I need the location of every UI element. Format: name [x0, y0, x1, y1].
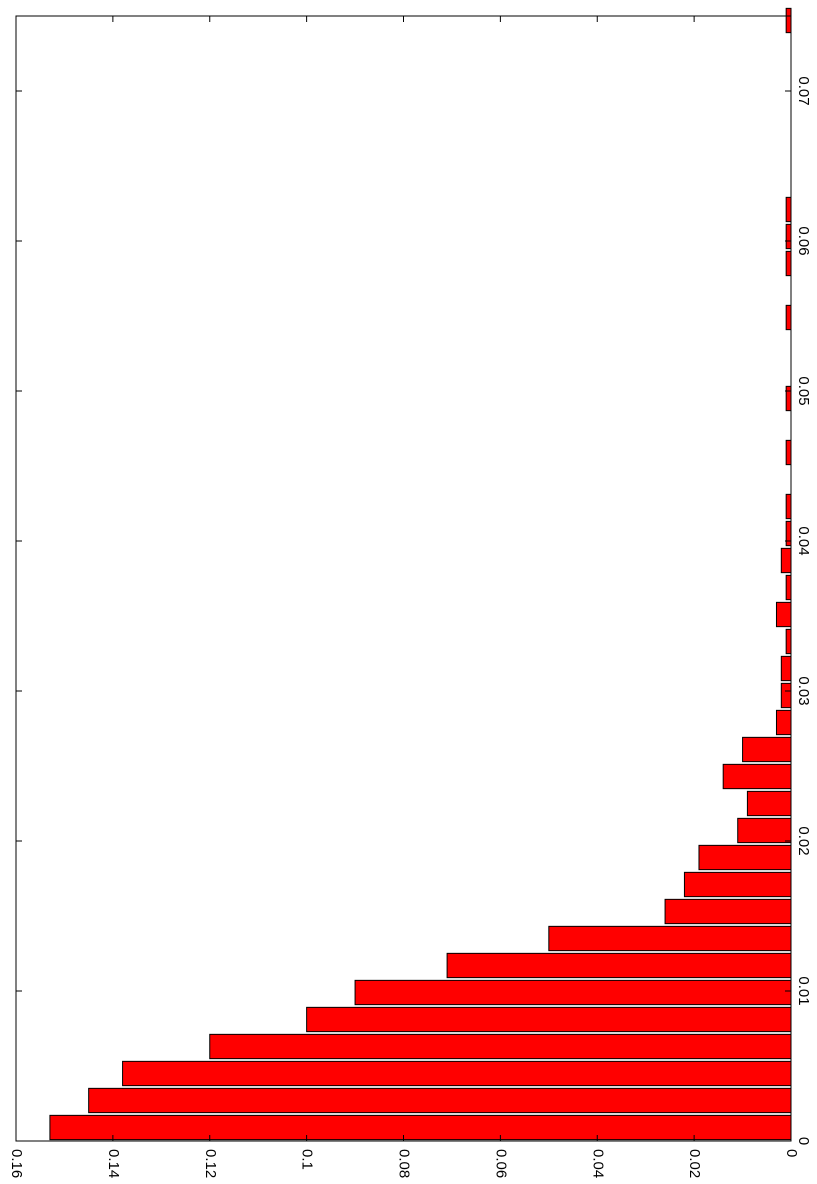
histogram-bar	[354, 979, 792, 1006]
histogram-bar	[306, 1006, 792, 1033]
y-tick-label: 0.14	[105, 1149, 122, 1178]
histogram-bar	[785, 439, 792, 466]
histogram-bar	[785, 250, 792, 277]
y-tick-label: 0.16	[8, 1149, 25, 1178]
histogram-bar	[548, 925, 792, 952]
histogram-bar	[88, 1087, 792, 1114]
histogram-bar	[683, 871, 792, 898]
x-tick-label: 0.07	[795, 76, 812, 105]
x-tick-label: 0.06	[795, 226, 812, 255]
y-axis-ticks: 0 0.02 0.04 0.06 0.08 0.1 0.12 0.14 0.16	[8, 16, 800, 1178]
histogram-bar	[775, 709, 792, 736]
x-axis-ticks: 0 0.01 0.02 0.03 0.04 0.05 0.06 0.07	[16, 76, 812, 1145]
histogram-bar	[722, 763, 792, 790]
histogram-bar	[698, 844, 792, 871]
histogram-bar	[209, 1033, 792, 1060]
histogram-bar	[49, 1114, 792, 1141]
histogram-bar	[785, 304, 792, 331]
x-tick-label: 0.02	[795, 826, 812, 855]
x-tick-label: 0.05	[795, 376, 812, 405]
y-tick-label: 0.12	[202, 1149, 219, 1178]
x-tick-label: 0.03	[795, 676, 812, 705]
histogram-bar	[785, 520, 792, 547]
x-tick-label: 0.01	[795, 976, 812, 1005]
histogram-bar	[785, 385, 792, 412]
histogram-bar	[664, 898, 792, 925]
histogram-bar	[785, 7, 792, 34]
histogram-bar	[122, 1060, 792, 1087]
histogram-bar	[780, 547, 792, 574]
y-tick-label: 0.08	[396, 1149, 413, 1178]
histogram-bar	[746, 790, 792, 817]
histogram-bar	[785, 493, 792, 520]
histogram-bar	[780, 682, 792, 709]
y-tick-label: 0	[783, 1149, 800, 1157]
histogram-bar	[446, 952, 792, 979]
histogram-bar	[742, 736, 792, 763]
histogram-bar	[737, 817, 792, 844]
x-tick-label: 0.04	[795, 526, 812, 555]
bars-layer	[49, 7, 792, 1141]
histogram-bar	[785, 223, 792, 250]
x-tick-label: 0	[795, 1137, 812, 1145]
histogram-bar	[780, 655, 792, 682]
y-tick-label: 0.1	[299, 1149, 316, 1170]
y-tick-label: 0.04	[589, 1149, 606, 1178]
histogram-bar	[785, 628, 792, 655]
histogram-bar	[775, 601, 792, 628]
histogram-bar	[785, 196, 792, 223]
histogram-bar	[785, 574, 792, 601]
y-tick-label: 0.06	[492, 1149, 509, 1178]
y-tick-label: 0.02	[686, 1149, 703, 1178]
